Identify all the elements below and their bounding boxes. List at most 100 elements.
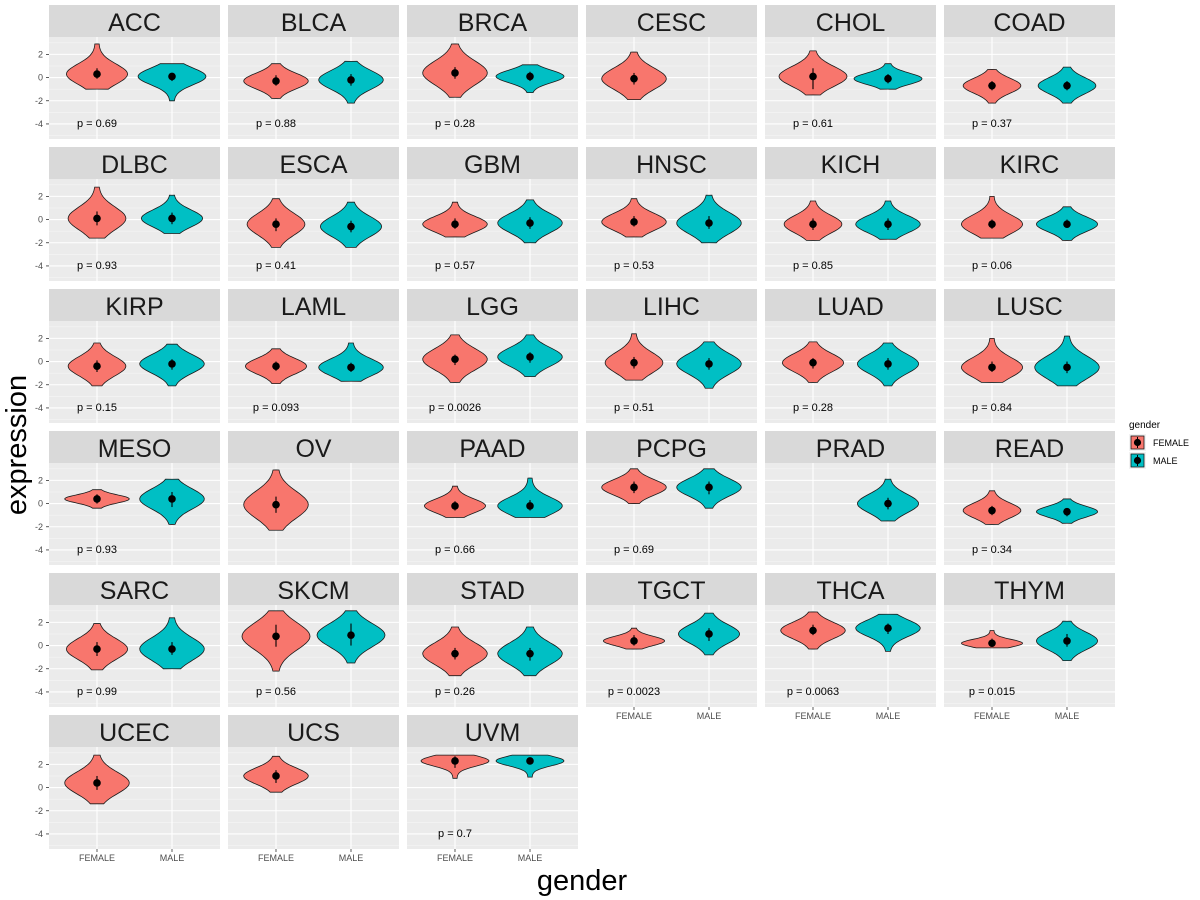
median-point-ucs-female	[272, 772, 280, 780]
facet-strip-kirc	[944, 147, 1115, 179]
p-value-label-kirp: p = 0.15	[77, 402, 117, 414]
facet-label-prad: PRAD	[816, 435, 885, 463]
p-value-label-meso: p = 0.93	[77, 544, 117, 556]
p-value-label-paad: p = 0.66	[435, 544, 475, 556]
facet-strip-kich	[765, 147, 936, 179]
median-point-pcpg-female	[630, 483, 638, 492]
median-point-kirc-male	[1063, 220, 1071, 229]
p-value-label-thca: p = 0.0063	[787, 686, 839, 698]
facet-panels: ACC 2 0 -2 -4 p = 0.69 BLCA p = 0.88 BRCA p = 0.2…	[35, 5, 1115, 863]
facet-label-cesc: CESC	[637, 9, 706, 37]
y-tick-label: -2	[35, 238, 43, 248]
x-tick-label-male: MALE	[160, 853, 185, 863]
median-point-kich-male	[884, 220, 892, 229]
facet-label-lgg: LGG	[466, 293, 519, 321]
p-value-label-hnsc: p = 0.53	[614, 260, 654, 272]
violin-lusc-male	[1034, 335, 1100, 387]
median-point-paad-female	[451, 502, 459, 510]
p-value-label-tgct: p = 0.0023	[608, 686, 660, 698]
y-tick-label: -4	[35, 119, 43, 129]
facet-label-laml: LAML	[281, 293, 346, 321]
median-point-esca-female	[272, 220, 280, 229]
facet-strip-cesc	[586, 5, 757, 37]
legend-label-male: MALE	[1153, 456, 1178, 466]
facet-label-luad: LUAD	[817, 293, 884, 321]
y-axis-title: expression	[1, 375, 33, 515]
legend-title: gender	[1129, 420, 1161, 431]
p-value-label-luad: p = 0.28	[793, 402, 833, 414]
facet-strip-lihc	[586, 289, 757, 321]
p-value-label-read: p = 0.34	[972, 544, 1012, 556]
facet-label-ov: OV	[295, 435, 331, 463]
y-tick-label: 0	[38, 641, 43, 651]
median-point-sarc-female	[93, 645, 101, 653]
y-tick-label: -4	[35, 261, 43, 271]
facet-strip-prad	[765, 431, 936, 463]
facet-label-hnsc: HNSC	[636, 151, 707, 179]
median-point-brca-female	[451, 69, 459, 77]
y-tick-label: -2	[35, 806, 43, 816]
legend: gender FEMALE MALE	[1129, 420, 1189, 469]
facet-strip-pcpg	[586, 431, 757, 463]
facet-strip-blca	[228, 5, 399, 37]
facet-label-thca: THCA	[816, 577, 884, 605]
median-point-coad-female	[988, 81, 996, 90]
y-tick-label: -4	[35, 403, 43, 413]
median-point-esca-male	[347, 222, 355, 231]
median-point-gbm-male	[526, 219, 534, 227]
median-point-paad-male	[526, 502, 534, 510]
y-tick-label: 2	[38, 333, 43, 343]
median-point-acc-female	[93, 70, 101, 78]
facet-strip-coad	[944, 5, 1115, 37]
facet-strip-read	[944, 431, 1115, 463]
p-value-label-chol: p = 0.61	[793, 118, 833, 130]
facet-strip-luad	[765, 289, 936, 321]
median-point-skcm-female	[272, 632, 280, 641]
median-point-luad-male	[884, 360, 892, 368]
x-tick-label-male: MALE	[339, 853, 364, 863]
facet-label-ucs: UCS	[287, 719, 340, 747]
facet-strip-meso	[49, 431, 220, 463]
violin-lusc-female	[961, 337, 1023, 383]
facet-label-meso: MESO	[98, 435, 172, 463]
x-tick-label-female: FEMALE	[437, 853, 473, 863]
p-value-label-stad: p = 0.26	[435, 686, 475, 698]
median-point-tgct-female	[630, 637, 638, 645]
y-tick-label: 0	[38, 73, 43, 83]
facet-label-coad: COAD	[993, 9, 1065, 37]
median-point-ucec-female	[93, 779, 101, 787]
facet-strip-acc	[49, 5, 220, 37]
p-value-label-pcpg: p = 0.69	[614, 544, 654, 556]
facet-strip-thym	[944, 573, 1115, 605]
y-tick-label: -4	[35, 687, 43, 697]
p-value-label-gbm: p = 0.57	[435, 260, 475, 272]
facet-label-uvm: UVM	[465, 719, 521, 747]
median-point-lihc-female	[630, 358, 638, 367]
median-point-thym-male	[1063, 637, 1071, 645]
p-value-label-blca: p = 0.88	[256, 118, 296, 130]
facet-label-stad: STAD	[460, 577, 525, 605]
median-point-kich-female	[809, 220, 817, 229]
median-point-thca-female	[809, 626, 817, 635]
median-point-cesc-female	[630, 74, 638, 83]
median-point-kirp-male	[168, 360, 176, 368]
facet-label-kirp: KIRP	[105, 293, 163, 321]
p-value-label-sarc: p = 0.99	[77, 686, 117, 698]
p-value-label-laml: p = 0.093	[253, 402, 299, 414]
facet-strip-stad	[407, 573, 578, 605]
median-point-thym-female	[988, 639, 996, 648]
facet-strip-dlbc	[49, 147, 220, 179]
median-point-uvm-male	[526, 757, 534, 765]
median-point-lusc-male	[1063, 363, 1071, 372]
median-point-brca-male	[526, 72, 534, 81]
median-point-lgg-female	[451, 355, 459, 364]
median-point-tgct-male	[705, 630, 713, 638]
median-point-kirp-female	[93, 362, 101, 371]
median-point-lusc-female	[988, 363, 996, 372]
y-tick-label: 2	[38, 617, 43, 627]
p-value-label-lgg: p = 0.0026	[429, 402, 481, 414]
y-tick-label: -2	[35, 96, 43, 106]
y-tick-label: 2	[38, 475, 43, 485]
median-point-chol-male	[884, 74, 892, 83]
